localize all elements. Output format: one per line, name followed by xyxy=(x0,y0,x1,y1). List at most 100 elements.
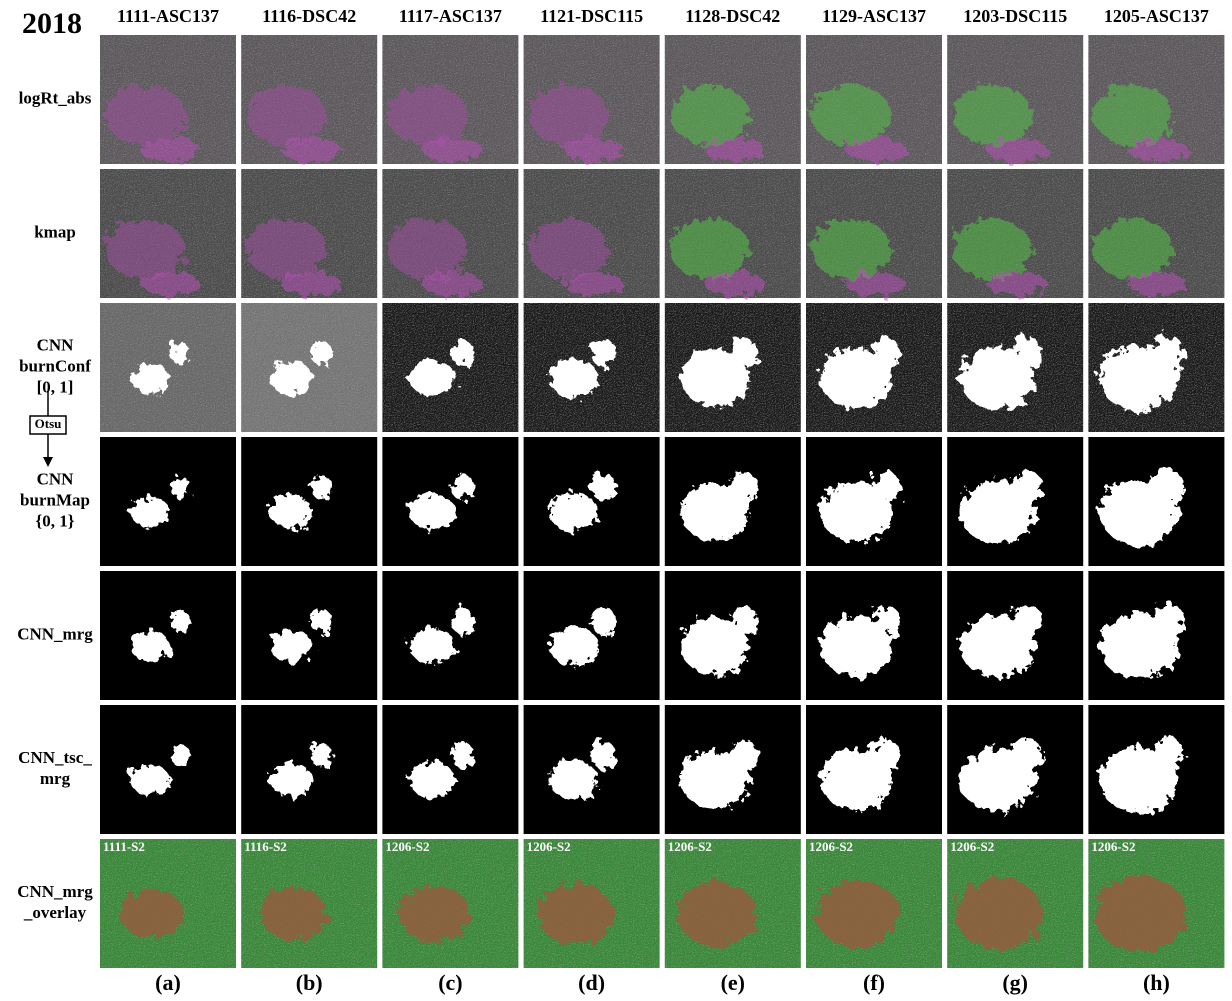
burn-overlay xyxy=(538,884,613,945)
burn-region xyxy=(549,627,598,666)
image-region xyxy=(846,138,906,162)
burn-region xyxy=(1153,737,1184,773)
image-region xyxy=(387,219,467,279)
image-panel xyxy=(100,35,236,164)
image-panel xyxy=(806,705,942,834)
burn-region xyxy=(311,475,332,499)
overlay-tag: 1206-S2 xyxy=(1091,839,1135,854)
image-region xyxy=(105,219,185,279)
row-label: CNN_mrg xyxy=(17,882,93,901)
image-panel xyxy=(524,303,660,432)
overlay-tag: 1206-S2 xyxy=(668,839,712,854)
image-panel xyxy=(100,571,236,700)
image-panel xyxy=(524,571,660,700)
image-panel xyxy=(806,169,942,298)
image-panel xyxy=(100,303,236,432)
image-region xyxy=(670,85,750,145)
burn-region xyxy=(1153,603,1184,639)
image-panel xyxy=(241,169,377,298)
burn-overlay xyxy=(955,878,1043,950)
image-panel xyxy=(1088,571,1224,700)
burn-region xyxy=(591,473,616,501)
image-panel xyxy=(241,705,377,834)
burn-region xyxy=(270,495,313,528)
panel-letter: (c) xyxy=(438,970,462,995)
image-panel xyxy=(665,705,801,834)
burn-region xyxy=(311,743,332,767)
burn-overlay xyxy=(816,880,900,948)
overlay-tag: 1206-S2 xyxy=(809,839,853,854)
column-header: 1116-DSC42 xyxy=(262,6,356,26)
image-panel xyxy=(1088,169,1224,298)
image-region xyxy=(1128,138,1188,162)
burn-region xyxy=(872,337,900,369)
burn-region xyxy=(130,363,169,394)
image-panel: 1206-S2 xyxy=(806,839,942,968)
burn-region xyxy=(1153,335,1184,371)
image-panel xyxy=(665,169,801,298)
image-region xyxy=(952,219,1032,279)
image-panel xyxy=(241,35,377,164)
burn-region xyxy=(409,628,455,664)
image-region xyxy=(952,85,1032,145)
image-panel xyxy=(1088,35,1224,164)
overlay-tag: 1206-S2 xyxy=(385,839,429,854)
burn-region xyxy=(409,360,455,396)
row-label: {0, 1} xyxy=(36,511,75,530)
burn-region xyxy=(1153,469,1184,505)
image-bg xyxy=(241,303,377,432)
image-region xyxy=(281,272,341,296)
image-region xyxy=(811,219,891,279)
burn-region xyxy=(732,472,758,502)
image-bg xyxy=(100,437,236,566)
image-region xyxy=(246,219,326,279)
burn-region xyxy=(591,607,616,635)
year-label: 2018 xyxy=(22,7,82,40)
burn-region xyxy=(1012,470,1042,504)
image-panel xyxy=(524,705,660,834)
image-panel xyxy=(382,35,518,164)
image-panel: 1206-S2 xyxy=(947,839,1083,968)
image-panel: 1111-S2 xyxy=(100,839,236,968)
overlay-tag: 1111-S2 xyxy=(103,839,145,854)
panel-letter: (a) xyxy=(155,970,181,995)
otsu-arrowhead xyxy=(43,457,53,467)
image-panel xyxy=(665,571,801,700)
burn-region xyxy=(311,341,332,365)
burn-region xyxy=(1012,336,1042,370)
image-panel xyxy=(1088,705,1224,834)
column-header: 1117-ASC137 xyxy=(399,6,502,26)
image-region xyxy=(1128,272,1188,296)
image-panel xyxy=(241,303,377,432)
burn-overlay xyxy=(1094,876,1187,951)
column-header: 1129-ASC137 xyxy=(822,6,926,26)
column-header: 1203-DSC115 xyxy=(963,6,1067,26)
burn-region xyxy=(451,742,474,768)
image-panel xyxy=(100,705,236,834)
image-panel: 1206-S2 xyxy=(524,839,660,968)
burn-region xyxy=(1012,604,1042,638)
image-panel xyxy=(382,571,518,700)
image-panel xyxy=(665,35,801,164)
burn-region xyxy=(170,476,190,498)
image-panel xyxy=(100,169,236,298)
otsu-label: Otsu xyxy=(35,416,62,431)
burn-region xyxy=(409,494,455,530)
burn-region xyxy=(170,610,190,632)
panel-letter: (h) xyxy=(1143,970,1170,995)
column-header: 1121-DSC115 xyxy=(540,6,643,26)
panel-letter: (g) xyxy=(1002,970,1028,995)
burn-region xyxy=(872,605,900,637)
row-label: kmap xyxy=(34,222,76,241)
column-header: 1128-DSC42 xyxy=(685,6,780,26)
row-label: burnMap xyxy=(20,490,90,509)
image-bg xyxy=(241,437,377,566)
figure: 2018 1111-ASC137(a)1116-DSC42(b)1117-ASC… xyxy=(0,0,1232,1001)
burn-region xyxy=(732,606,758,636)
image-region xyxy=(705,272,765,296)
row-label: CNN xyxy=(37,335,75,354)
panel-letter: (e) xyxy=(721,970,745,995)
burn-region xyxy=(1012,738,1042,772)
burn-region xyxy=(591,741,616,769)
image-panel: 1206-S2 xyxy=(665,839,801,968)
